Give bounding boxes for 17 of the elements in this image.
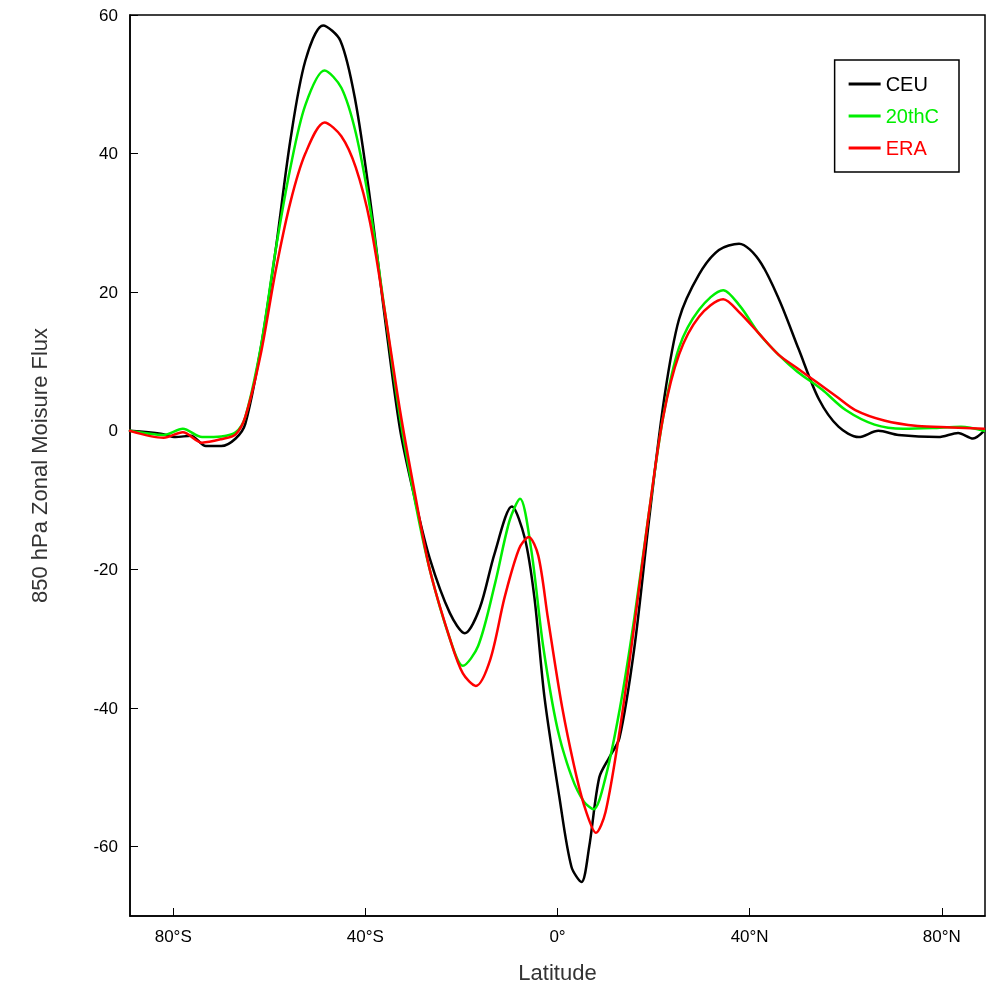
legend-label: 20thC <box>885 105 940 127</box>
y-tick-label: -40 <box>93 698 118 718</box>
y-tick-label: 40 <box>99 144 118 164</box>
y-tick-label: 20 <box>99 282 118 302</box>
y-tick-label: 0 <box>108 421 118 441</box>
x-tick-label: 40°N <box>730 927 769 946</box>
y-axis-title: 850 hPa Zonal Moisure Flux <box>26 327 52 604</box>
x-tick-label: 80°N <box>922 927 961 946</box>
x-axis-title: Latitude <box>518 959 597 985</box>
x-tick-label: 80°S <box>154 927 192 946</box>
x-tick-label: 0° <box>549 927 566 946</box>
legend-label: CEU <box>885 73 928 95</box>
y-tick-label: -20 <box>93 559 118 579</box>
y-tick-label: 60 <box>99 5 118 25</box>
y-tick-label: -60 <box>93 837 118 857</box>
x-tick-label: 40°S <box>346 927 384 946</box>
legend-label: ERA <box>885 137 928 159</box>
